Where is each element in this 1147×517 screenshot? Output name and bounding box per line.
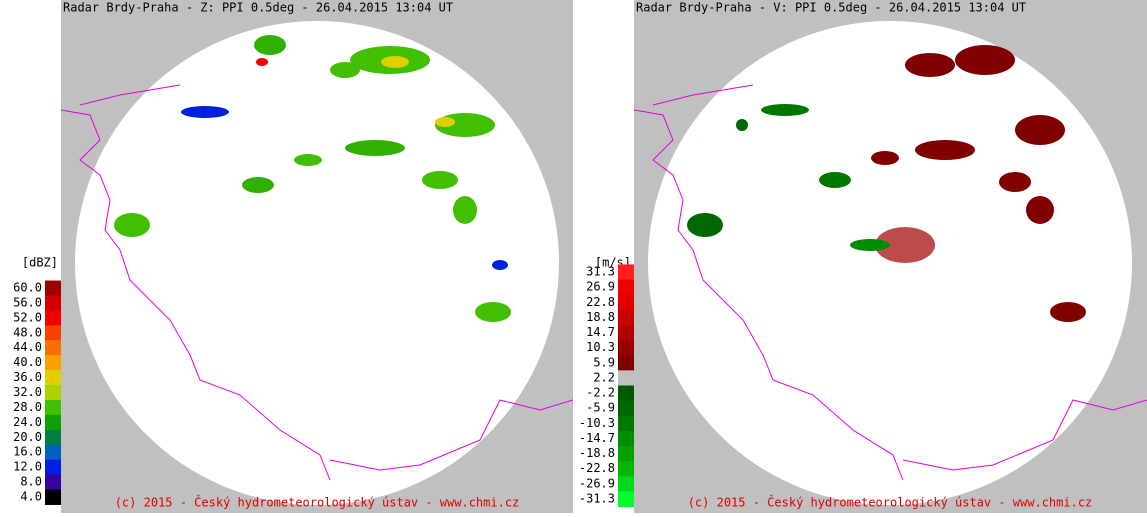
- legend-label: 31.3: [586, 265, 615, 279]
- echoes: [687, 45, 1086, 322]
- borders: [60, 84, 574, 481]
- legend-swatch: [618, 264, 634, 281]
- legend-label: 48.0: [13, 325, 42, 339]
- legend-label: -5.9: [586, 401, 615, 415]
- legend-swatch: [618, 430, 634, 447]
- echoes: [114, 35, 511, 322]
- legend-label: 12.0: [13, 460, 42, 474]
- borders: [633, 84, 1147, 481]
- legend-swatch: [618, 491, 634, 508]
- legend-swatch: [618, 279, 634, 296]
- legend-label: -14.7: [579, 431, 615, 445]
- legend-swatch: [618, 340, 634, 356]
- legend-label: 10.3: [586, 340, 615, 354]
- legend-label: 36.0: [13, 370, 42, 384]
- legend-swatch: [618, 370, 634, 386]
- copyright: (c) 2015 - Český hydrometeorologický úst…: [115, 495, 520, 510]
- legend-swatch: [618, 385, 634, 402]
- legend-label: 28.0: [13, 400, 42, 414]
- legend-swatch: [618, 324, 634, 341]
- legend-label: 22.8: [586, 295, 615, 309]
- legend-label: -22.8: [579, 461, 615, 475]
- legend-label: 26.9: [586, 280, 615, 294]
- legend-label: 56.0: [13, 295, 42, 309]
- legend-swatch: [45, 399, 61, 416]
- copyright: (c) 2015 - Český hydrometeorologický úst…: [688, 495, 1093, 510]
- legend-swatch: [618, 446, 634, 462]
- legend-swatch: [618, 294, 634, 311]
- legend-label: 32.0: [13, 385, 42, 399]
- legend-swatch: [45, 325, 61, 341]
- legend-swatch: [618, 476, 634, 492]
- legend-swatch: [45, 370, 61, 386]
- legend-label: 24.0: [13, 415, 42, 429]
- legend-swatch: [618, 309, 634, 326]
- legend-label: 14.7: [586, 325, 615, 339]
- legend-swatch: [45, 385, 61, 401]
- legend-swatch: [618, 355, 634, 371]
- radar-range: [648, 21, 1132, 505]
- legend-swatch: [618, 461, 634, 477]
- legend-label: 8.0: [20, 475, 42, 489]
- legend-label: 44.0: [13, 340, 42, 354]
- legend-label: 2.2: [593, 370, 615, 384]
- legend-label: 16.0: [13, 445, 42, 459]
- legend-label: 60.0: [13, 281, 42, 295]
- legend-label: 5.9: [593, 355, 615, 369]
- panel-title: Radar Brdy-Praha - V: PPI 0.5deg - 26.04…: [636, 1, 1026, 15]
- legend-label: -10.3: [579, 416, 615, 430]
- legend-swatch: [618, 415, 634, 432]
- legend-swatch: [45, 459, 61, 476]
- panel-title: Radar Brdy-Praha - Z: PPI 0.5deg - 26.04…: [63, 1, 453, 15]
- legend-label: 20.0: [13, 430, 42, 444]
- legend-swatch: [45, 474, 61, 491]
- legend-swatch: [618, 400, 634, 417]
- legend-swatch: [45, 444, 61, 461]
- legend-swatch: [45, 340, 61, 356]
- legend-swatch: [45, 414, 61, 431]
- legend-swatch: [45, 310, 61, 326]
- legend-label: 18.8: [586, 310, 615, 324]
- legend-label: 40.0: [13, 355, 42, 369]
- legend-label: 52.0: [13, 310, 42, 324]
- radar-range: [75, 21, 559, 505]
- legend-swatch: [45, 355, 61, 371]
- legend-label: -18.8: [579, 446, 615, 460]
- legend-unit: [dBZ]: [22, 256, 58, 270]
- legend-label: -26.9: [579, 476, 615, 490]
- legend-swatch: [45, 295, 61, 311]
- legend-swatch: [45, 429, 61, 446]
- legend-swatch: [45, 489, 61, 505]
- legend-label: 4.0: [20, 490, 42, 504]
- legend-label: -31.3: [579, 492, 615, 506]
- legend-swatch: [45, 280, 61, 296]
- legend-label: -2.2: [586, 386, 615, 400]
